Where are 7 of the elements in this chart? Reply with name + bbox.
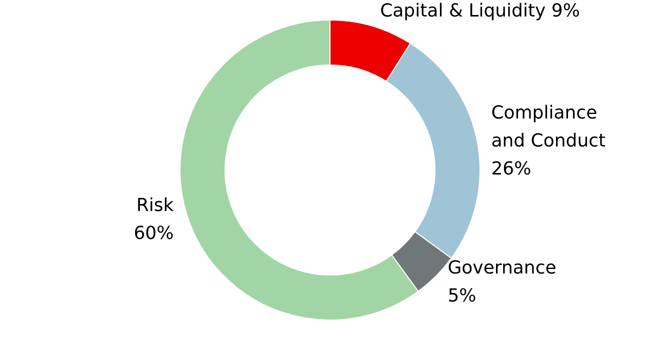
slice-label: Capital & Liquidity 9% — [380, 0, 580, 22]
slice-label: Governance — [448, 258, 556, 279]
slice-label: Risk — [136, 194, 174, 216]
data-label: 26% — [491, 158, 532, 180]
slice-label: Compliance and Conduct — [491, 102, 606, 152]
data-label: 60% — [134, 222, 174, 244]
data-label: 5% — [448, 286, 476, 307]
